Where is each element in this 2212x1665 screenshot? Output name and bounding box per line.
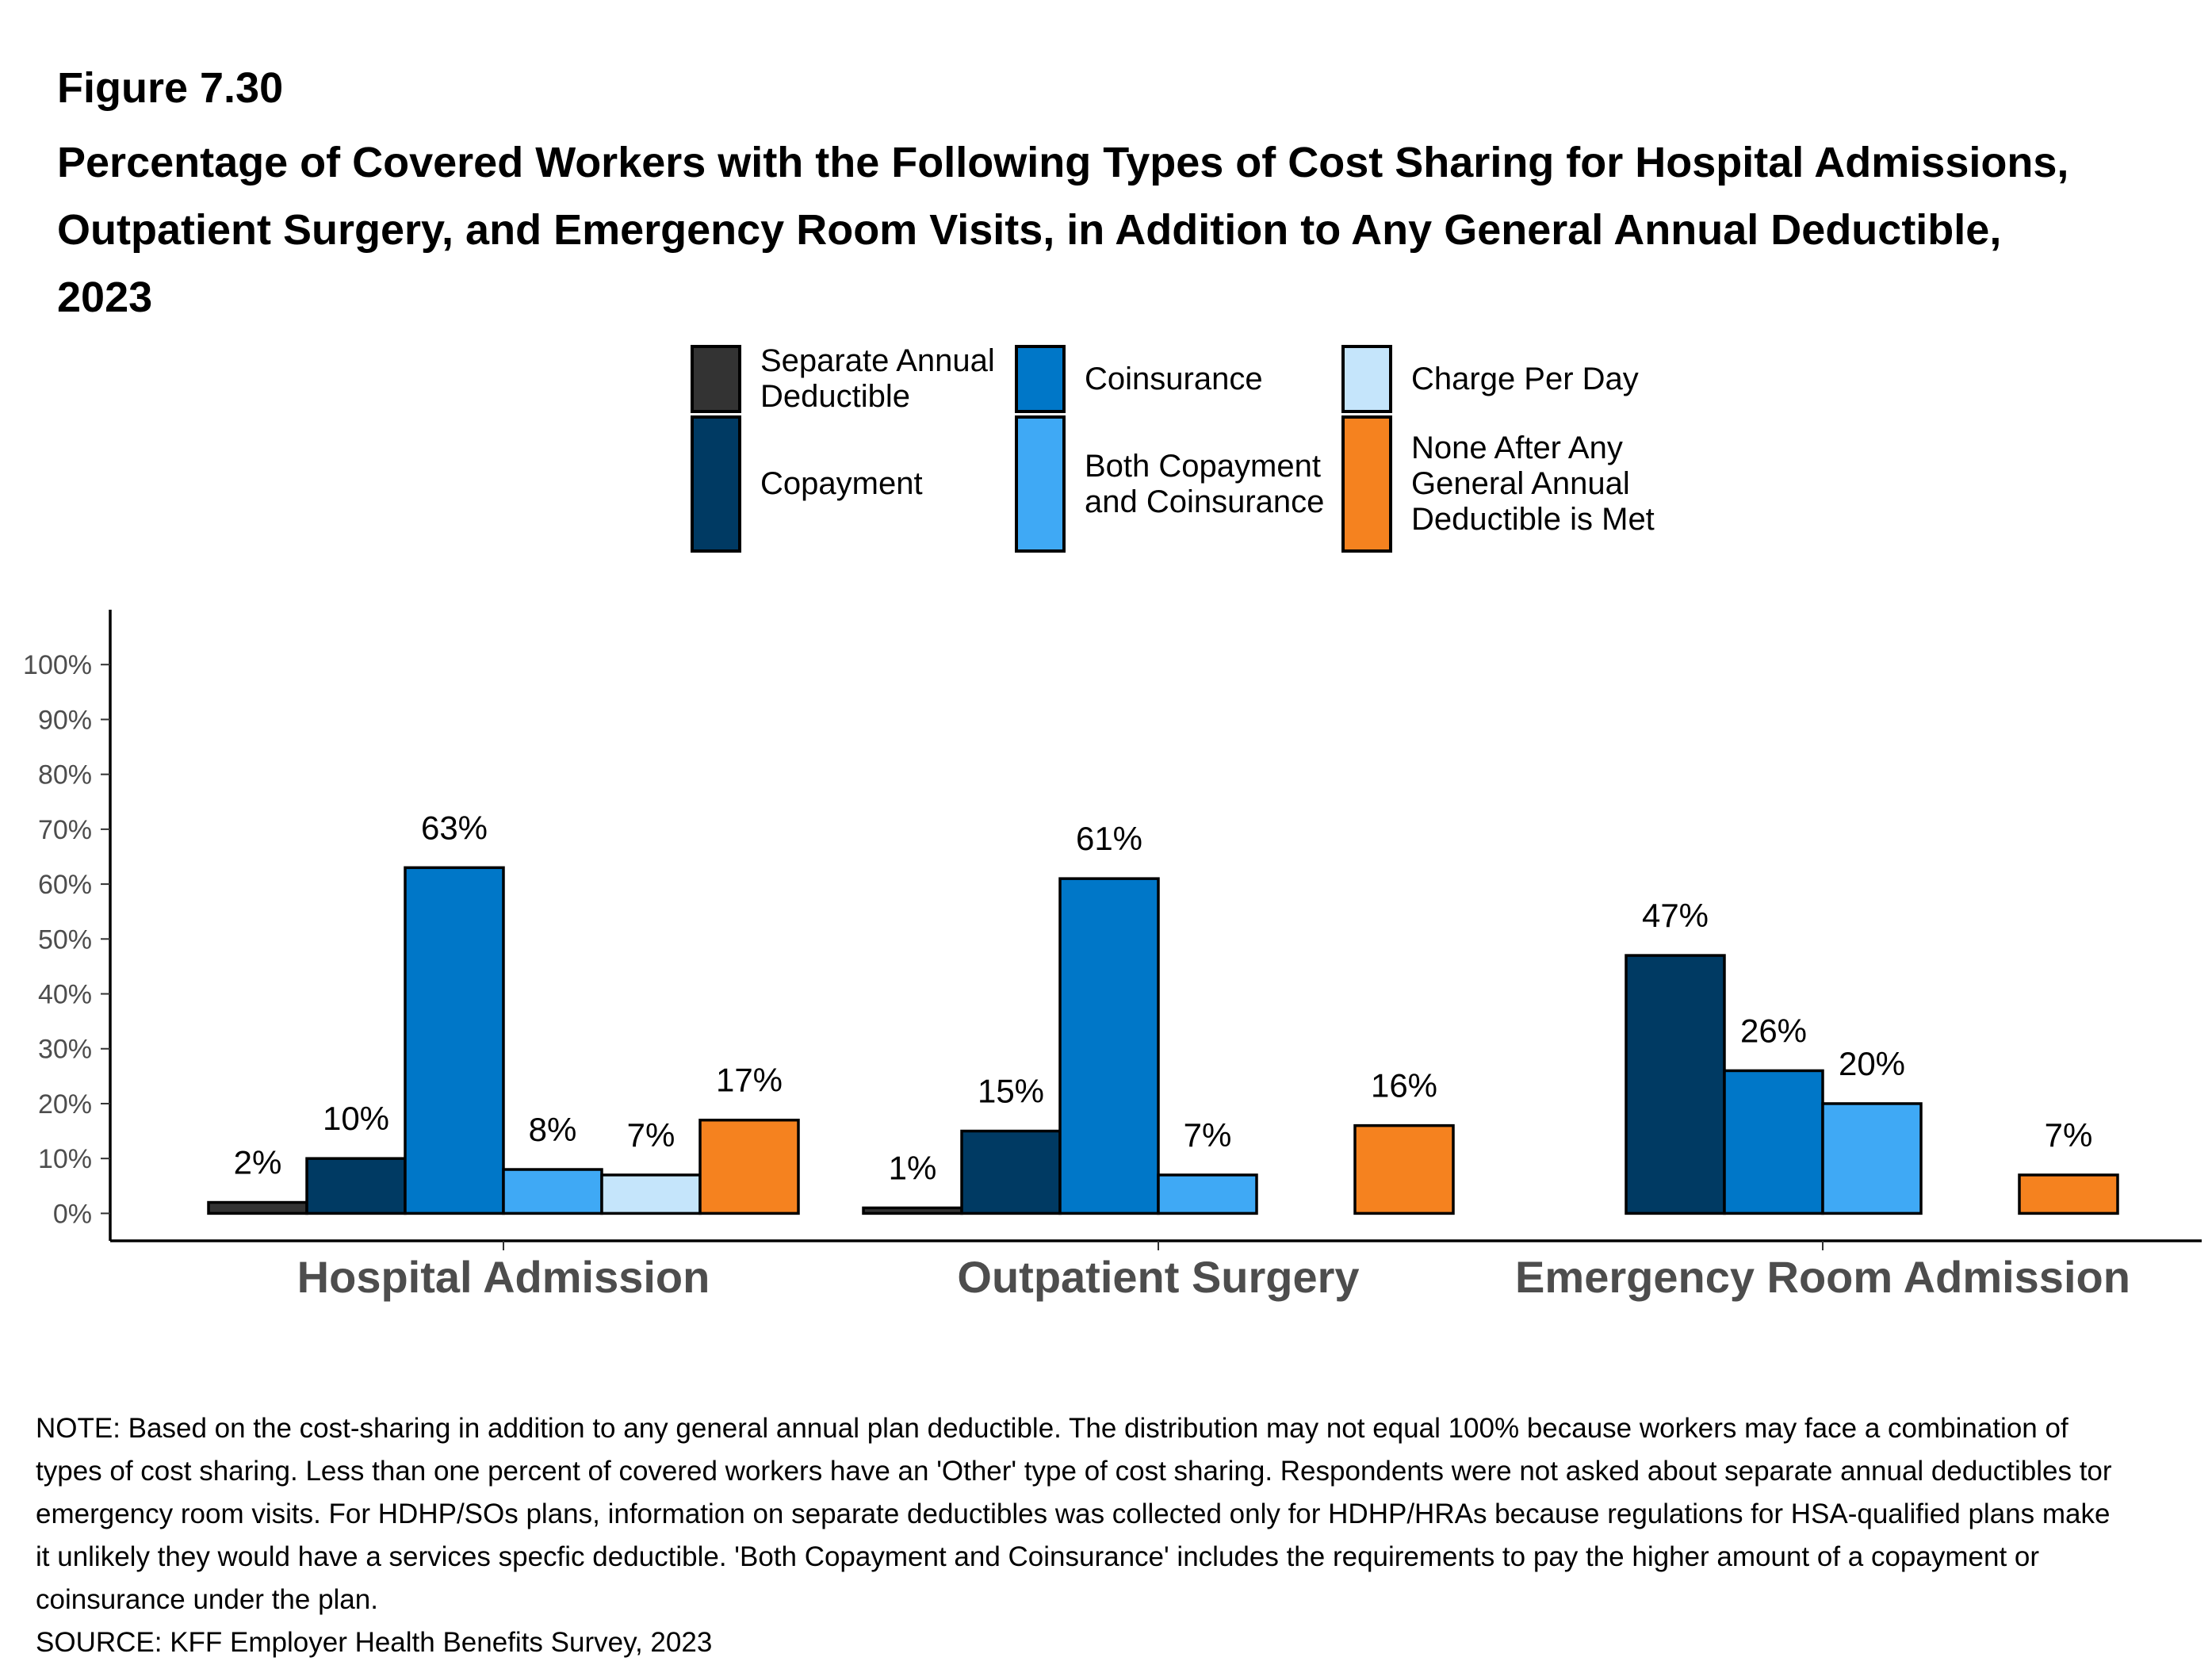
notes: NOTE: Based on the cost-sharing in addit… [36, 1407, 2113, 1664]
value-label: 1% [889, 1149, 937, 1186]
value-label: 47% [1642, 897, 1709, 934]
y-tick-label: 50% [38, 924, 92, 955]
x-tick-label: Hospital Admission [297, 1252, 710, 1302]
legend-item: None After Any General Annual Deductible… [1411, 415, 1665, 553]
y-tick-label: 80% [38, 760, 92, 790]
y-tick-label: 70% [38, 815, 92, 845]
value-label: 7% [627, 1116, 675, 1154]
value-label: 26% [1740, 1012, 1807, 1049]
legend-swatch [1341, 345, 1392, 413]
legend-label: Both Copayment and Coinsurance [1085, 448, 1325, 519]
y-tick-label: 90% [38, 705, 92, 735]
value-label: 10% [323, 1100, 389, 1137]
legend-swatch [1341, 415, 1392, 553]
bar [600, 1173, 702, 1215]
value-label: 61% [1076, 820, 1142, 857]
y-tick-label: 100% [23, 650, 92, 680]
value-label: 8% [529, 1111, 577, 1148]
x-tick-label: Emergency Room Admission [1515, 1252, 2130, 1302]
bar [404, 866, 505, 1215]
bar [1058, 877, 1160, 1215]
bar [1625, 954, 1726, 1215]
legend-label: Copayment [760, 466, 923, 501]
y-tick-label: 30% [38, 1035, 92, 1065]
value-label: 7% [2045, 1116, 2093, 1154]
value-label: 63% [421, 809, 488, 846]
bar [698, 1118, 800, 1215]
y-tick-label: 60% [38, 870, 92, 900]
legend-label: Coinsurance [1085, 361, 1263, 396]
legend-swatch [1015, 345, 1066, 413]
legend-label: Charge Per Day [1411, 361, 1639, 396]
bar [502, 1168, 603, 1215]
legend-swatch [691, 415, 741, 553]
value-label: 15% [978, 1073, 1044, 1110]
source: SOURCE: KFF Employer Health Benefits Sur… [36, 1627, 713, 1658]
figure-label: Figure 7.30 [57, 64, 284, 112]
x-tick-label: Outpatient Surgery [957, 1252, 1359, 1302]
value-label: 20% [1839, 1045, 1905, 1082]
value-label: 2% [234, 1144, 282, 1181]
value-label: 7% [1184, 1116, 1232, 1154]
legend-item: Copayment [760, 415, 1014, 553]
legend-item: Separate Annual Deductible [760, 343, 1014, 414]
bar [862, 1206, 963, 1215]
legend-label: None After Any General Annual Deductible… [1411, 431, 1655, 537]
chart-title: Percentage of Covered Workers with the F… [57, 139, 2069, 321]
value-label: 16% [1371, 1067, 1437, 1104]
y-tick-label: 40% [38, 980, 92, 1010]
y-tick-label: 0% [53, 1199, 92, 1229]
legend-item: Charge Per Day [1411, 345, 1665, 413]
bar [1157, 1173, 1258, 1215]
bar [960, 1129, 1062, 1215]
legend-item: Coinsurance [1085, 345, 1338, 413]
legend-label: Separate Annual Deductible [760, 343, 995, 414]
y-tick-label: 20% [38, 1089, 92, 1120]
bar [2018, 1173, 2119, 1215]
y-tick-label: 10% [38, 1144, 92, 1174]
note: NOTE: Based on the cost-sharing in addit… [36, 1413, 2112, 1615]
bar [207, 1200, 308, 1215]
bar [305, 1157, 407, 1215]
value-label: 17% [716, 1062, 783, 1099]
legend-swatch [691, 345, 741, 413]
bar [1723, 1069, 1824, 1215]
bar [1353, 1123, 1455, 1215]
bar [1821, 1102, 1923, 1215]
legend-item: Both Copayment and Coinsurance [1085, 415, 1338, 553]
legend-swatch [1015, 415, 1066, 553]
chart: 0% 10% 20% 30% 40% 50% 60% 70% 80% 90% 100% Hospita… [23, 610, 2202, 1302]
